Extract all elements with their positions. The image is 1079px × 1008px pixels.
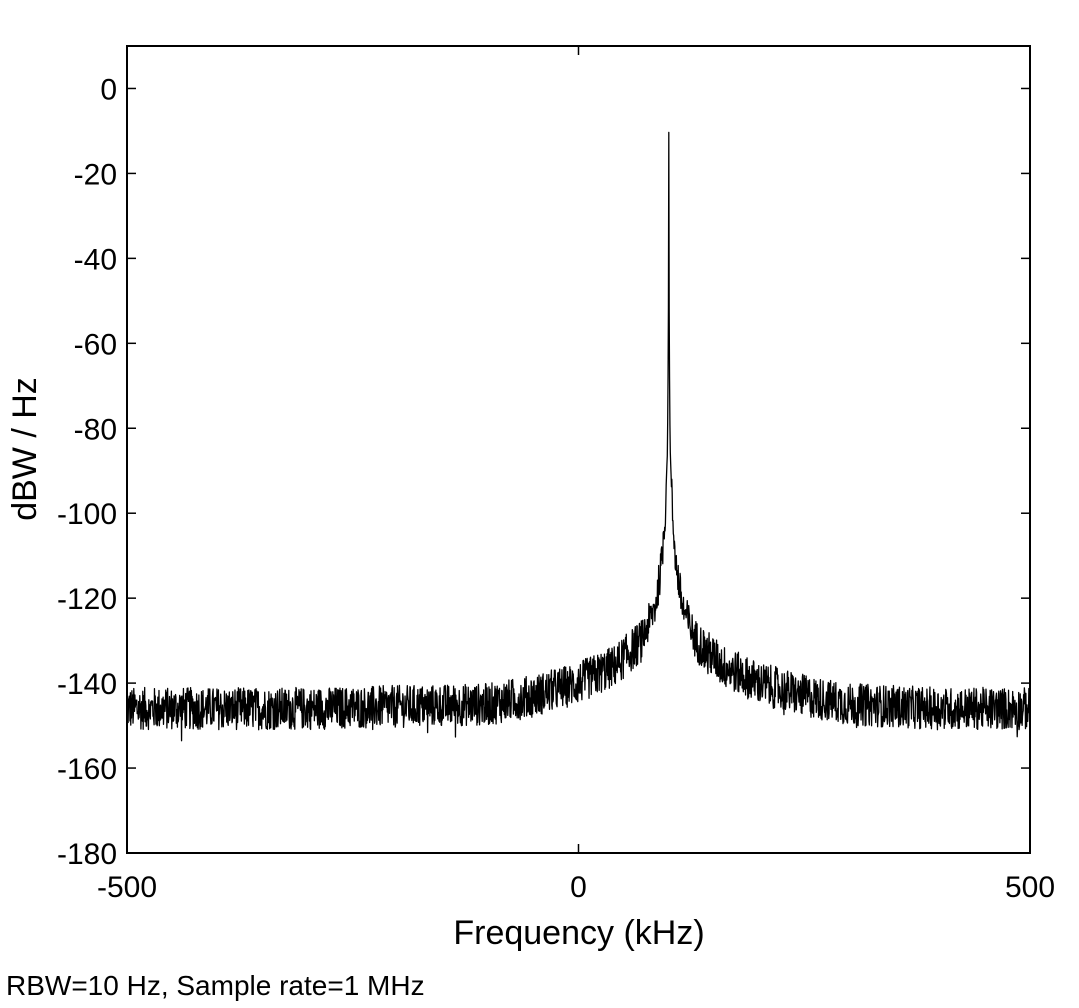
y-tick-label: 0 [100, 73, 117, 106]
x-tick-label: -500 [97, 871, 157, 904]
y-tick-label: -20 [74, 158, 117, 191]
axis-tick-labels: 0 -20 -40 -60 -80 -100 -120 -140 -160 -180-500 0 50… [57, 73, 1055, 904]
x-tick-label: 0 [570, 871, 587, 904]
y-tick-label: -180 [57, 838, 117, 871]
x-axis-label: Frequency (kHz) [453, 914, 704, 952]
y-tick-label: -60 [74, 328, 117, 361]
spectrum-chart: 0 -20 -40 -60 -80 -100 -120 -140 -160 -180-500 0 50… [6, 45, 1055, 952]
y-tick-label: -140 [57, 668, 117, 701]
spectrum-trace [126, 131, 1031, 742]
x-tick-label: 500 [1005, 871, 1055, 904]
y-tick-label: -40 [74, 243, 117, 276]
axis-ticks [126, 46, 1031, 854]
footnote: RBW=10 Hz, Sample rate=1 MHz [6, 970, 425, 1001]
y-tick-label: -160 [57, 753, 117, 786]
y-axis-label: dBW / Hz [6, 377, 44, 521]
plot-area [126, 131, 1031, 742]
y-tick-label: -80 [74, 413, 117, 446]
y-tick-label: -100 [57, 498, 117, 531]
y-tick-label: -120 [57, 583, 117, 616]
axes-frame [126, 45, 1031, 854]
